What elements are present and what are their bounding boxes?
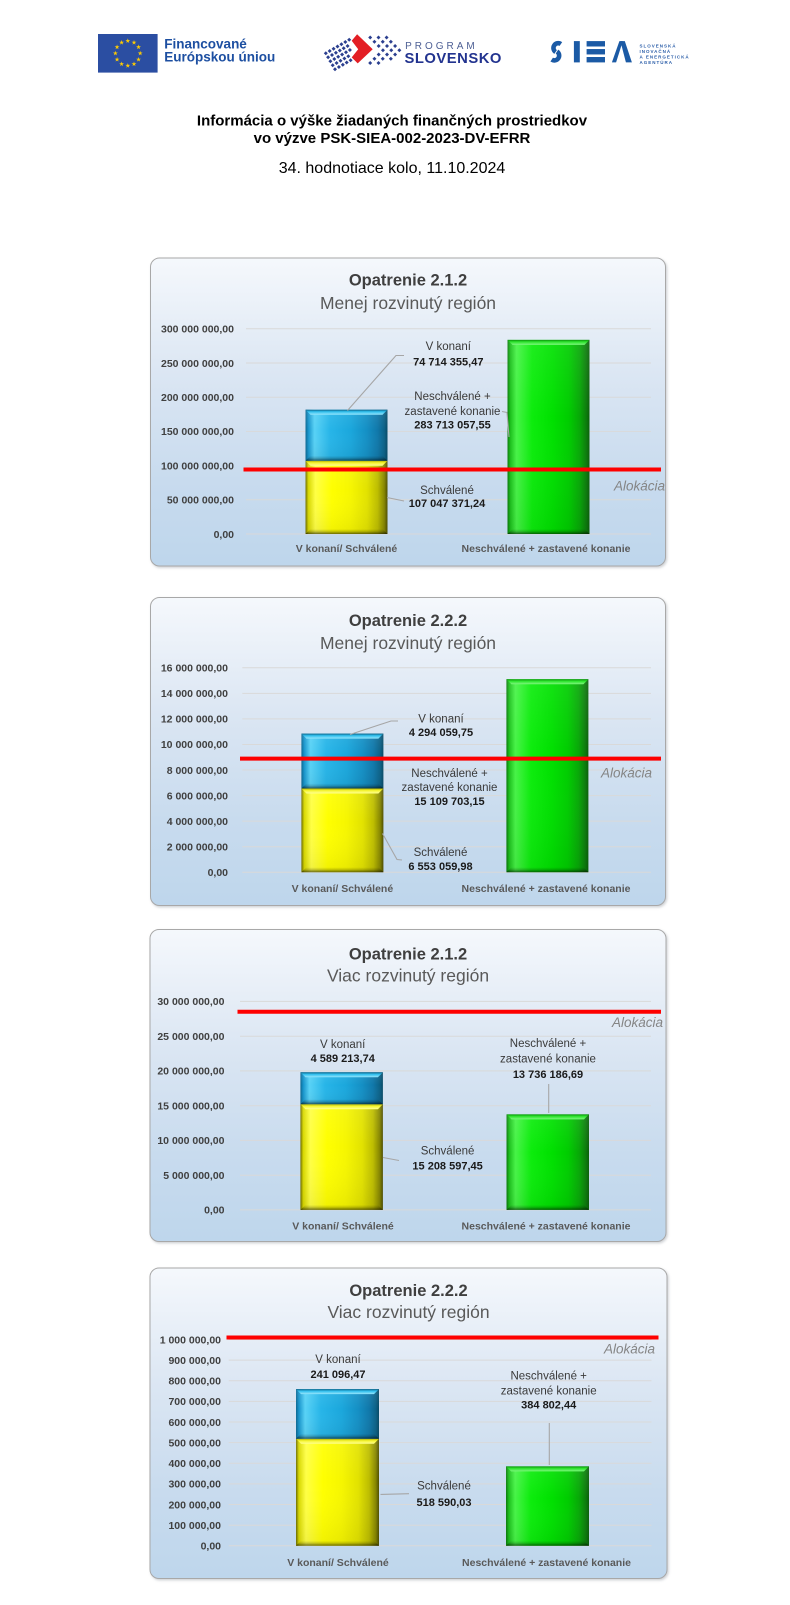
svg-text:10 000 000,00: 10 000 000,00 bbox=[157, 1135, 224, 1147]
svg-text:15 208 597,45: 15 208 597,45 bbox=[412, 1161, 482, 1173]
svg-text:15 000 000,00: 15 000 000,00 bbox=[157, 1101, 224, 1113]
svg-text:700 000,00: 700 000,00 bbox=[168, 1396, 221, 1408]
svg-text:34. hodnotiace kolo, 11.10.202: 34. hodnotiace kolo, 11.10.2024 bbox=[279, 160, 506, 177]
svg-text:Opatrenie 2.1.2: Opatrenie 2.1.2 bbox=[349, 946, 467, 964]
svg-text:Alokácia: Alokácia bbox=[611, 1015, 664, 1030]
svg-text:Neschválené +: Neschválené + bbox=[510, 1038, 587, 1050]
svg-text:Viac rozvinutý región: Viac rozvinutý región bbox=[327, 966, 489, 986]
svg-text:150 000 000,00: 150 000 000,00 bbox=[161, 426, 234, 438]
svg-text:Informácia o výške žiadaných f: Informácia o výške žiadaných finančných … bbox=[197, 113, 588, 130]
svg-text:15 109 703,15: 15 109 703,15 bbox=[414, 796, 484, 808]
svg-text:zastavené konanie: zastavené konanie bbox=[500, 1053, 596, 1065]
svg-text:10 000 000,00: 10 000 000,00 bbox=[161, 739, 228, 751]
svg-text:Menej rozvinutý región: Menej rozvinutý región bbox=[320, 633, 496, 653]
svg-text:AGENTÚRA: AGENTÚRA bbox=[640, 59, 674, 65]
svg-text:100 000,00: 100 000,00 bbox=[168, 1520, 221, 1532]
svg-text:Alokácia: Alokácia bbox=[600, 766, 653, 781]
svg-text:A ENERGETICKÁ: A ENERGETICKÁ bbox=[640, 54, 690, 60]
svg-text:100 000 000,00: 100 000 000,00 bbox=[161, 460, 234, 472]
svg-text:Viac rozvinutý región: Viac rozvinutý región bbox=[327, 1302, 489, 1322]
svg-text:250 000 000,00: 250 000 000,00 bbox=[161, 358, 234, 370]
svg-text:6 553 059,98: 6 553 059,98 bbox=[408, 861, 472, 873]
svg-text:Opatrenie 2.2.2: Opatrenie 2.2.2 bbox=[349, 612, 467, 630]
svg-text:800 000,00: 800 000,00 bbox=[168, 1376, 221, 1388]
svg-text:900 000,00: 900 000,00 bbox=[168, 1355, 221, 1367]
svg-text:518 590,03: 518 590,03 bbox=[416, 1497, 471, 1509]
svg-text:V konaní/ Schválené: V konaní/ Schválené bbox=[292, 883, 394, 895]
svg-text:74 714 355,47: 74 714 355,47 bbox=[413, 356, 483, 368]
svg-text:6 000 000,00: 6 000 000,00 bbox=[167, 790, 228, 802]
svg-text:V konaní: V konaní bbox=[426, 341, 472, 353]
svg-text:zastavené konanie: zastavené konanie bbox=[501, 1385, 597, 1397]
svg-text:INOVAČNÁ: INOVAČNÁ bbox=[640, 48, 672, 54]
svg-text:Neschválené +: Neschválené + bbox=[411, 768, 488, 780]
svg-text:0,00: 0,00 bbox=[214, 529, 235, 541]
svg-text:Neschválené +: Neschválené + bbox=[414, 391, 491, 403]
svg-text:Alokácia: Alokácia bbox=[603, 1342, 656, 1357]
svg-text:SLOVENSKÁ: SLOVENSKÁ bbox=[640, 43, 677, 49]
svg-text:V konaní: V konaní bbox=[418, 713, 464, 725]
svg-text:300 000 000,00: 300 000 000,00 bbox=[161, 324, 234, 336]
svg-text:600 000,00: 600 000,00 bbox=[168, 1417, 221, 1429]
svg-text:0,00: 0,00 bbox=[204, 1205, 225, 1217]
svg-text:Menej rozvinutý región: Menej rozvinutý región bbox=[320, 293, 496, 313]
svg-text:V konaní/ Schválené: V konaní/ Schválené bbox=[292, 1221, 394, 1233]
svg-text:Schválené: Schválené bbox=[420, 485, 474, 497]
svg-text:200 000,00: 200 000,00 bbox=[168, 1499, 221, 1511]
svg-text:8 000 000,00: 8 000 000,00 bbox=[167, 765, 228, 777]
svg-text:V konaní: V konaní bbox=[320, 1039, 366, 1051]
svg-text:Neschválené +: Neschválené + bbox=[510, 1371, 587, 1383]
svg-text:SLOVENSKO: SLOVENSKO bbox=[405, 51, 502, 67]
svg-text:Neschválené + zastavené konani: Neschválené + zastavené konanie bbox=[462, 1557, 631, 1569]
svg-text:384 802,44: 384 802,44 bbox=[521, 1400, 577, 1412]
svg-text:200 000 000,00: 200 000 000,00 bbox=[161, 392, 234, 404]
svg-text:Schválené: Schválené bbox=[417, 1481, 471, 1493]
svg-text:4 589 213,74: 4 589 213,74 bbox=[311, 1053, 376, 1065]
svg-text:V konaní/ Schválené: V konaní/ Schválené bbox=[296, 543, 398, 555]
svg-text:0,00: 0,00 bbox=[208, 867, 229, 879]
svg-text:4 294 059,75: 4 294 059,75 bbox=[409, 727, 473, 739]
svg-text:Neschválené + zastavené konani: Neschválené + zastavené konanie bbox=[462, 883, 631, 895]
svg-text:Schválené: Schválené bbox=[414, 847, 468, 859]
svg-text:Neschválené + zastavené konani: Neschválené + zastavené konanie bbox=[462, 543, 631, 555]
svg-text:50 000 000,00: 50 000 000,00 bbox=[167, 495, 234, 507]
svg-text:zastavené konanie: zastavené konanie bbox=[402, 782, 498, 794]
svg-text:283 713 057,55: 283 713 057,55 bbox=[414, 420, 490, 432]
svg-text:2 000 000,00: 2 000 000,00 bbox=[167, 842, 228, 854]
svg-text:13 736 186,69: 13 736 186,69 bbox=[513, 1069, 583, 1081]
svg-text:107 047 371,24: 107 047 371,24 bbox=[409, 498, 486, 510]
svg-text:Európskou úniou: Európskou úniou bbox=[164, 49, 275, 64]
svg-text:zastavené konanie: zastavené konanie bbox=[405, 406, 501, 418]
svg-text:400 000,00: 400 000,00 bbox=[168, 1458, 221, 1470]
svg-text:5 000 000,00: 5 000 000,00 bbox=[163, 1170, 224, 1182]
svg-text:12 000 000,00: 12 000 000,00 bbox=[161, 714, 228, 726]
svg-text:16 000 000,00: 16 000 000,00 bbox=[161, 663, 228, 675]
svg-text:V konaní: V konaní bbox=[315, 1354, 361, 1366]
svg-text:Opatrenie 2.1.2: Opatrenie 2.1.2 bbox=[349, 272, 467, 290]
svg-text:Financované: Financované bbox=[164, 36, 247, 51]
svg-text:0,00: 0,00 bbox=[201, 1541, 222, 1553]
svg-text:Alokácia: Alokácia bbox=[613, 479, 666, 494]
svg-text:4 000 000,00: 4 000 000,00 bbox=[167, 816, 228, 828]
svg-text:500 000,00: 500 000,00 bbox=[168, 1437, 221, 1449]
svg-text:20 000 000,00: 20 000 000,00 bbox=[157, 1066, 224, 1078]
svg-text:V konaní/ Schválené: V konaní/ Schválené bbox=[287, 1557, 389, 1569]
svg-text:1 000 000,00: 1 000 000,00 bbox=[160, 1334, 221, 1346]
svg-text:25 000 000,00: 25 000 000,00 bbox=[157, 1031, 224, 1043]
svg-text:241 096,47: 241 096,47 bbox=[310, 1369, 365, 1381]
svg-text:14 000 000,00: 14 000 000,00 bbox=[161, 688, 228, 700]
svg-text:Opatrenie 2.2.2: Opatrenie 2.2.2 bbox=[349, 1282, 467, 1300]
svg-text:300 000,00: 300 000,00 bbox=[168, 1479, 221, 1491]
svg-text:PROGRAM: PROGRAM bbox=[405, 41, 478, 52]
svg-text:30 000 000,00: 30 000 000,00 bbox=[157, 996, 224, 1008]
svg-text:Schválené: Schválené bbox=[421, 1146, 475, 1158]
svg-text:vo výzve PSK-SIEA-002-2023-DV-: vo výzve PSK-SIEA-002-2023-DV-EFRR bbox=[254, 130, 531, 147]
svg-text:Neschválené + zastavené konani: Neschválené + zastavené konanie bbox=[462, 1221, 631, 1233]
